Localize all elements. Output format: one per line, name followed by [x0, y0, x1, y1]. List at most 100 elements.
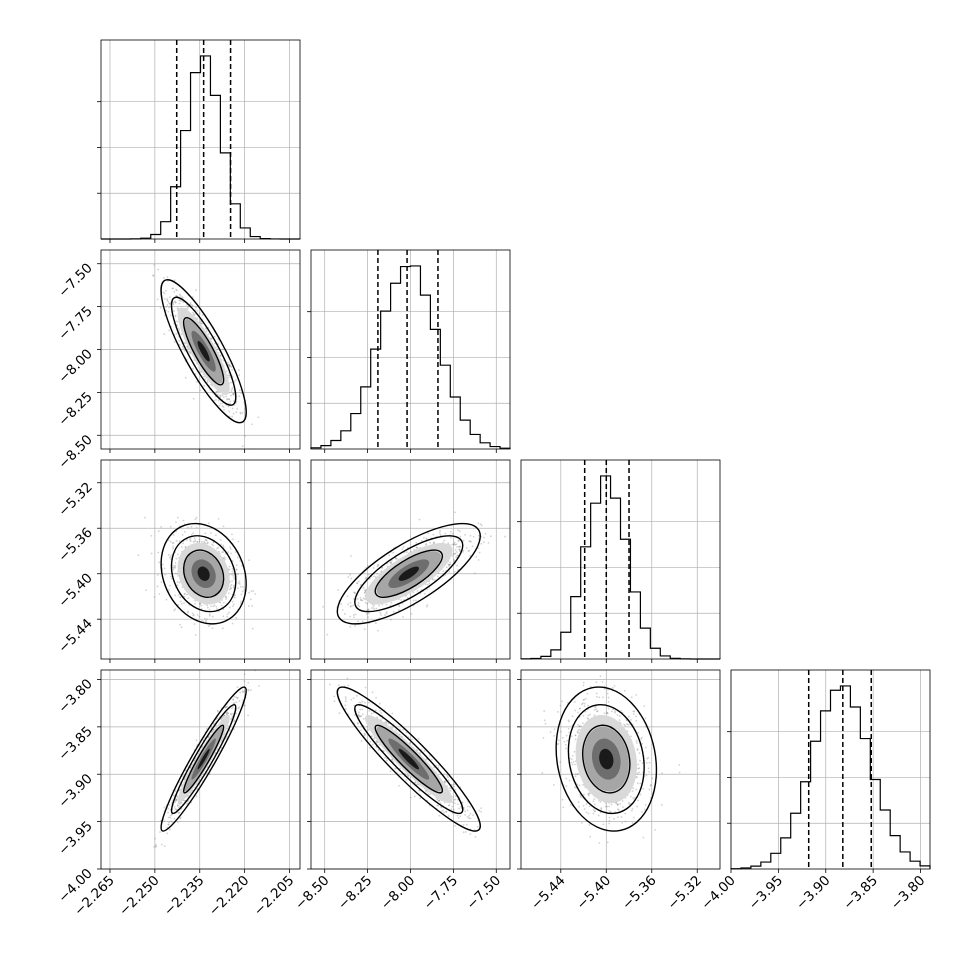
histogram-panel-2 — [517, 459, 721, 663]
scatter-point — [198, 615, 201, 618]
scatter-point — [363, 734, 366, 737]
scatter-point — [366, 609, 368, 612]
contour-line — [354, 535, 464, 613]
scatter-point — [469, 806, 472, 808]
scatter-point — [469, 555, 472, 557]
scatter-point — [379, 612, 382, 614]
scatter-point — [238, 583, 241, 585]
scatter-point — [178, 803, 181, 805]
scatter-point — [360, 599, 362, 602]
scatter-point — [212, 544, 215, 547]
scatter-point — [228, 364, 231, 367]
scatter-point — [203, 375, 205, 378]
scatter-point — [167, 539, 170, 542]
scatter-point — [170, 575, 172, 578]
scatter-point — [418, 518, 421, 521]
scatter-point — [231, 538, 234, 541]
scatter-point — [230, 388, 233, 391]
scatter-point — [153, 596, 156, 599]
scatter-point — [343, 613, 346, 615]
scatter-point — [176, 821, 179, 824]
scatter-point — [228, 398, 231, 401]
scatter-point — [179, 600, 182, 603]
y-tick-label: −8.50 — [55, 432, 96, 473]
scatter-point — [621, 800, 624, 802]
scatter-point — [217, 343, 220, 345]
scatter-point — [352, 697, 355, 700]
scatter-point — [248, 559, 251, 562]
scatter-point — [201, 620, 203, 622]
scatter-point — [224, 706, 227, 708]
scatter-point — [175, 808, 178, 811]
y-tick-label: −5.36 — [55, 525, 96, 566]
y-tick-label: −5.44 — [55, 616, 96, 657]
scatter-point — [362, 597, 365, 600]
y-tick-label: −3.85 — [55, 723, 96, 764]
scatter-point — [398, 609, 400, 612]
scatter-point — [361, 599, 364, 602]
y-tick-label: −7.75 — [55, 303, 96, 344]
scatter-point — [159, 831, 161, 833]
scatter-point — [194, 602, 196, 605]
scatter-point — [232, 712, 234, 715]
scatter-point — [416, 589, 419, 592]
scatter-point — [219, 601, 222, 604]
scatter-point — [233, 719, 236, 722]
scatter-point — [172, 301, 175, 304]
scatter-point — [477, 534, 480, 537]
scatter-point — [465, 547, 468, 549]
scatter-point — [229, 402, 232, 405]
scatter-point — [175, 798, 177, 801]
contour-line — [354, 704, 464, 815]
density-fill — [197, 566, 210, 581]
scatter-point — [232, 393, 235, 396]
scatter-point — [578, 805, 581, 808]
scatter-point — [184, 545, 187, 548]
scatter-point — [176, 798, 178, 801]
scatter-point — [426, 791, 429, 794]
scatter-point — [394, 767, 397, 770]
contour-line — [374, 549, 444, 598]
scatter-point — [399, 728, 402, 731]
scatter-point — [180, 626, 183, 629]
scatter-point — [227, 361, 230, 364]
scatter-point — [177, 604, 180, 606]
scatter-point — [156, 298, 159, 301]
scatter-point — [333, 700, 336, 703]
scatter-point — [395, 729, 398, 732]
scatter-point — [637, 731, 639, 734]
scatter-point — [189, 538, 191, 541]
scatter-point — [235, 411, 238, 414]
scatter-point — [469, 833, 472, 835]
scatter-point — [389, 561, 392, 564]
scatter-point — [219, 402, 222, 405]
scatter-point — [177, 804, 179, 807]
scatter-point — [632, 710, 635, 713]
scatter-point — [450, 783, 453, 786]
scatter-point — [566, 739, 569, 742]
scatter-point — [640, 736, 643, 739]
scatter-point — [191, 612, 194, 615]
scatter-point — [168, 296, 171, 299]
scatter-point — [447, 804, 450, 807]
scatter-point — [583, 698, 586, 701]
scatter-point — [226, 705, 229, 708]
scatter-point — [224, 706, 227, 709]
scatter-point — [277, 647, 279, 649]
scatter-point — [186, 802, 188, 805]
scatter-point — [241, 564, 243, 567]
scatter-point — [166, 299, 169, 302]
scatter-point — [231, 560, 234, 563]
scatter-point — [454, 548, 457, 551]
scatter-point — [182, 519, 185, 522]
scatter-point — [469, 534, 472, 537]
scatter-point — [429, 793, 432, 795]
scatter-point — [242, 691, 244, 694]
scatter-point — [482, 541, 485, 544]
scatter-point — [456, 545, 458, 548]
scatter-point — [420, 539, 423, 542]
scatter-point — [192, 313, 195, 316]
scatter-point — [204, 617, 206, 620]
scatter-point — [620, 710, 622, 712]
scatter-point — [210, 532, 212, 534]
